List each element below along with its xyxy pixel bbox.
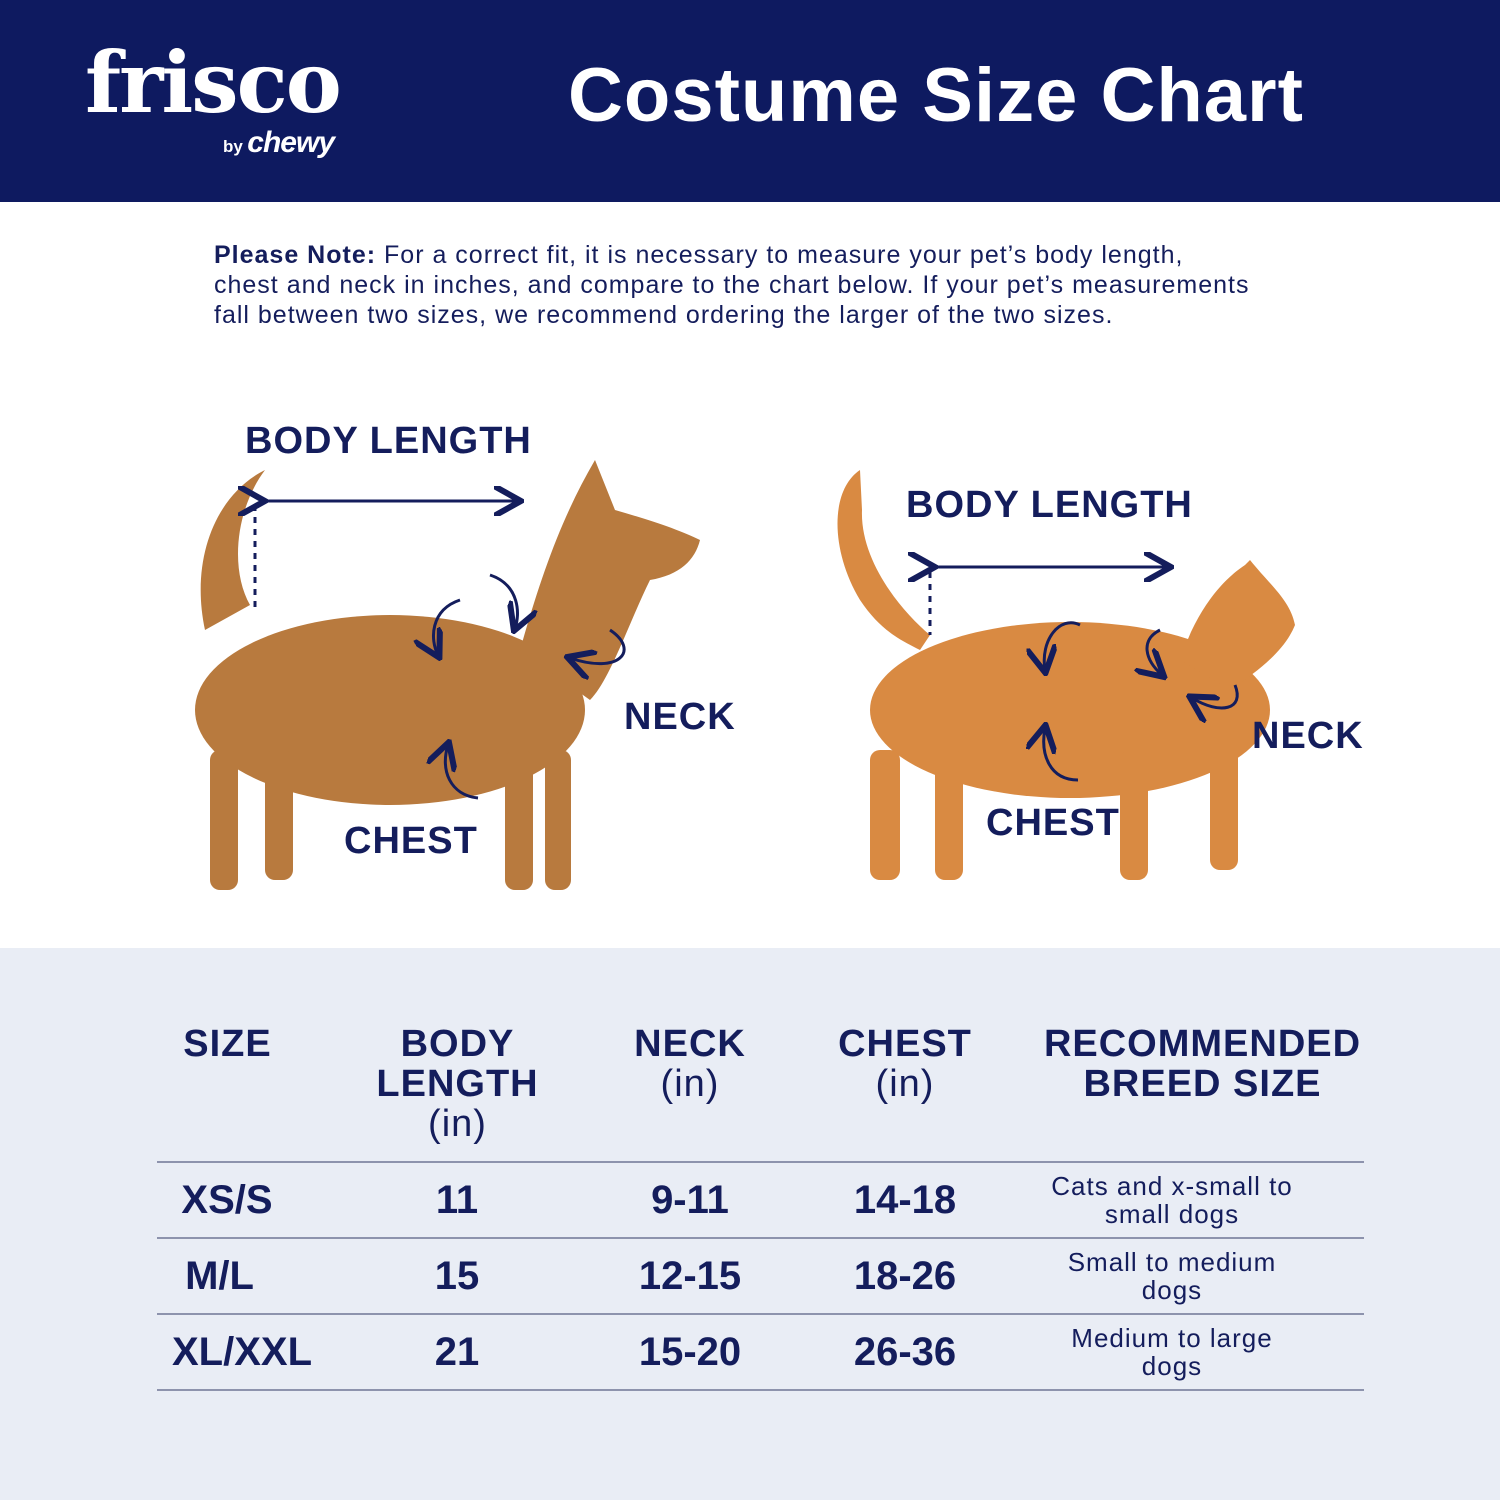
dog-image <box>195 460 700 890</box>
page-title: Costume Size Chart <box>568 53 1304 138</box>
header-banner: frisco by chewy Costume Size Chart <box>0 0 1500 202</box>
table-row: XL/XXL 21 15-20 26-36 Medium to large do… <box>157 1315 1364 1389</box>
cell-body-length: 11 <box>435 1177 479 1222</box>
measurement-illustration: BODY LENGTH NECK CHEST BODY LENGTH NECK … <box>0 400 1500 948</box>
cell-breed: Small to medium dogs <box>1067 1247 1277 1305</box>
cell-breed: Medium to large dogs <box>1071 1323 1273 1381</box>
dog-body-length-label: BODY LENGTH <box>245 420 532 462</box>
header-chest: CHEST (in) <box>838 1023 972 1105</box>
dog-chest-label: CHEST <box>344 820 478 862</box>
cat-chest-label: CHEST <box>986 802 1120 844</box>
divider <box>157 1237 1364 1239</box>
cell-body-length: 21 <box>434 1329 480 1374</box>
frisco-logo: frisco by chewy <box>85 33 342 160</box>
divider <box>157 1313 1364 1315</box>
table-row: M/L 15 12-15 18-26 Small to medium dogs <box>157 1239 1364 1313</box>
cell-neck: 12-15 <box>638 1253 742 1298</box>
cat-neck-label: NECK <box>1252 715 1364 757</box>
cell-size: XL/XXL <box>171 1329 313 1374</box>
cell-neck: 15-20 <box>638 1329 742 1374</box>
pets-illustration <box>195 460 1295 890</box>
note-label: Please Note: <box>214 241 377 269</box>
cell-neck: 9-11 <box>651 1177 729 1222</box>
header-size: SIZE <box>183 1023 272 1065</box>
cell-breed: Cats and x-small to small dogs <box>1051 1171 1293 1229</box>
cell-size: M/L <box>185 1253 254 1298</box>
cell-chest: 18-26 <box>853 1253 957 1298</box>
size-table: SIZE BODY LENGTH (in) NECK (in) CHEST (in) … <box>0 948 1500 1500</box>
dog-neck-label: NECK <box>624 696 736 738</box>
header-body-length: BODY LENGTH (in) <box>376 1023 539 1145</box>
cell-chest: 26-36 <box>853 1329 957 1374</box>
fit-note: Please Note: For a correct fit, it is ne… <box>214 240 1254 330</box>
cell-size: XS/S <box>181 1177 273 1222</box>
cell-chest: 14-18 <box>853 1177 957 1222</box>
header-breed-size: RECOMMENDED BREED SIZE <box>1043 1023 1362 1105</box>
header-neck: NECK (in) <box>634 1023 746 1105</box>
table-row: XS/S 11 9-11 14-18 Cats and x-small to s… <box>157 1163 1364 1237</box>
cat-image <box>837 470 1295 880</box>
cat-body-length-label: BODY LENGTH <box>906 484 1193 526</box>
measurement-arrows <box>255 501 1239 800</box>
divider <box>157 1389 1364 1391</box>
note-text: For a correct fit, it is necessary to me… <box>214 241 1250 329</box>
cell-body-length: 15 <box>434 1253 480 1298</box>
divider <box>157 1161 1364 1163</box>
